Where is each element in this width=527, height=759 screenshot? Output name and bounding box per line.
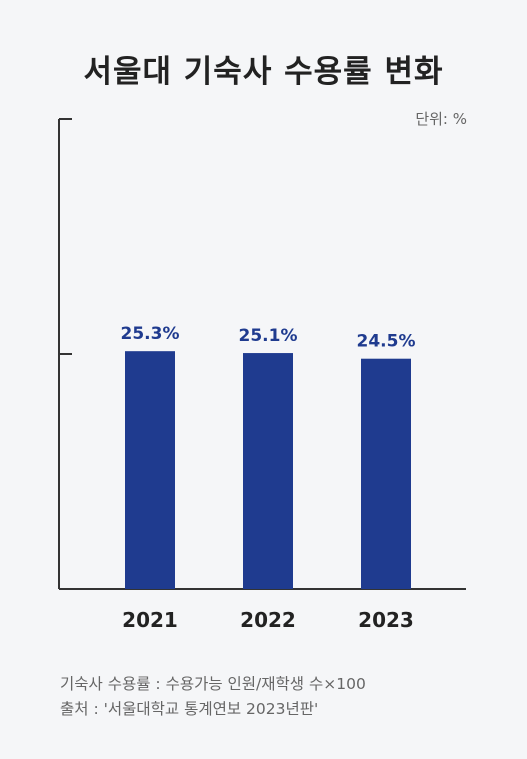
bar-value-label-2021: 25.3% [121,324,180,344]
x-tick-label-2023: 2023 [358,608,414,632]
bar-labels-group: 25.3% 25.1% 24.5% [121,324,416,352]
formula-note: 기숙사 수용률 : 수용가능 인원/재학생 수×100 [60,675,366,693]
bar-2023 [361,358,411,589]
chart-title: 서울대 기숙사 수용률 변화 [83,54,444,90]
x-tick-label-2022: 2022 [240,608,296,632]
bars-group [125,351,411,589]
footnotes: 기숙사 수용률 : 수용가능 인원/재학생 수×100 출처 : '서울대학교 … [60,672,366,722]
unit-label: 단위: % [415,110,467,128]
source-note: 출처 : '서울대학교 통계연보 2023년판' [60,700,319,718]
bar-2022 [243,353,293,589]
bar-value-label-2023: 24.5% [357,332,416,352]
y-axis [58,118,72,589]
x-tick-label-2021: 2021 [122,608,178,632]
bar-2021 [125,351,175,589]
x-tick-labels-group: 2021 2022 2023 [122,608,414,632]
bar-value-label-2022: 25.1% [239,326,298,346]
